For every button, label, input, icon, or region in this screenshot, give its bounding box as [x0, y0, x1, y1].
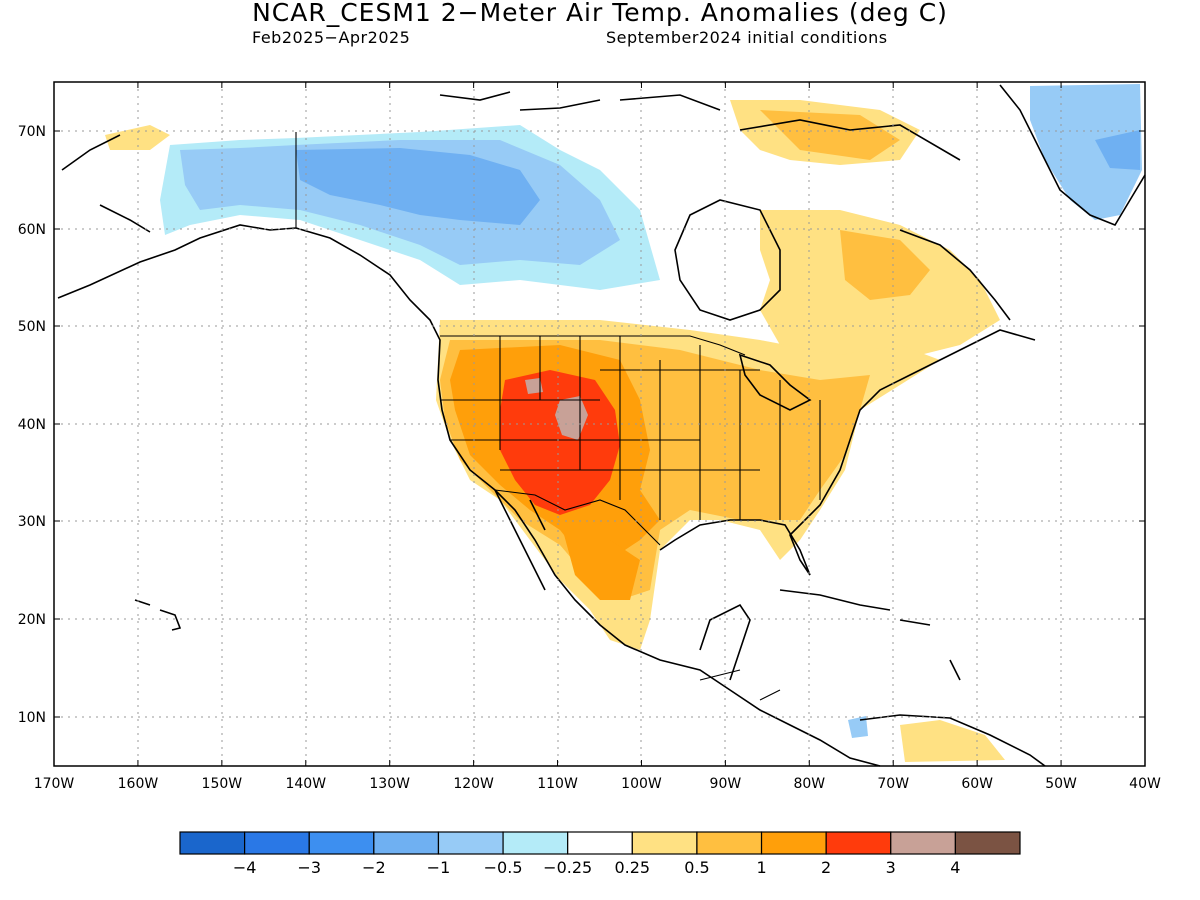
colorbar-label: 0.25 — [614, 858, 650, 877]
hudson-bay — [674, 199, 781, 321]
colorbar-swatch — [373, 831, 440, 855]
lat-label: 20N — [18, 612, 46, 628]
lon-label: 40W — [1129, 776, 1161, 792]
lon-label: 130W — [369, 776, 410, 792]
coastlines — [57, 84, 1146, 767]
colorbar-label: 1 — [756, 858, 766, 877]
colorbar-label: −4 — [233, 858, 257, 877]
latitude-axis: 70N 60N 50N 40N 30N 20N 10N — [18, 124, 1145, 726]
labrador — [899, 229, 1011, 321]
longitude-axis: 170W 160W 150W 140W 130W 120W 110W 100W 90W 80W 70… — [34, 82, 1161, 792]
anomaly-light-orange-arctic — [760, 110, 900, 160]
anomaly-orange-mexico — [560, 520, 640, 600]
lon-label: 80W — [793, 776, 825, 792]
anomaly-taupe-small — [525, 378, 543, 394]
colorbar-swatch — [890, 831, 956, 855]
colorbar-label: −3 — [297, 858, 321, 877]
colorbar-swatch — [437, 831, 504, 855]
lon-label: 120W — [453, 776, 494, 792]
baja — [494, 489, 546, 591]
forecast-period: Feb2025−Apr2025 — [252, 28, 411, 47]
colorbar: −4 −3 −2 −1 −0.5 −0.25 0.25 0.5 1 2 3 4 — [179, 831, 1021, 877]
greenland-coast — [999, 84, 1146, 226]
lon-label: 140W — [285, 776, 326, 792]
colorbar-label: −2 — [362, 858, 386, 877]
gridlines — [54, 82, 1145, 766]
colorbar-swatch — [825, 831, 892, 855]
lat-label: 40N — [18, 417, 46, 433]
arctic-islands — [439, 91, 961, 161]
initial-conditions: September2024 initial conditions — [606, 28, 888, 47]
lon-label: 60W — [961, 776, 993, 792]
lon-label: 90W — [710, 776, 742, 792]
colorbar-label: 2 — [821, 858, 831, 877]
colorbar-swatch — [631, 831, 698, 855]
lat-label: 70N — [18, 124, 46, 140]
lat-label: 10N — [18, 710, 46, 726]
colorbar-label: −0.25 — [543, 858, 592, 877]
south-america-coast — [859, 714, 1046, 767]
lon-label: 170W — [34, 776, 75, 792]
colorbar-label: −1 — [427, 858, 451, 877]
us-state-lines — [440, 336, 821, 520]
lon-label: 70W — [877, 776, 909, 792]
political-borders — [295, 132, 821, 701]
great-lakes — [738, 353, 812, 411]
anomaly-yellow-central-america — [900, 720, 1005, 762]
colorbar-swatch — [696, 831, 763, 855]
yucatan — [699, 603, 751, 681]
map-body — [53, 81, 1146, 767]
lat-label: 30N — [18, 514, 46, 530]
colorbar-swatch — [179, 831, 246, 855]
colorbar-label: 0.5 — [684, 858, 709, 877]
caribbean — [779, 589, 961, 681]
lat-label: 60N — [18, 222, 46, 238]
anomaly-shading — [105, 84, 1142, 762]
gulf-coast — [659, 329, 1036, 576]
colorbar-swatch — [760, 831, 827, 855]
colorbar-label: 4 — [950, 858, 960, 877]
colorbar-swatch — [308, 831, 375, 855]
west-coast — [295, 227, 881, 767]
colorbar-swatch — [244, 831, 310, 855]
lon-label: 110W — [537, 776, 578, 792]
map-title: NCAR_CESM1 2−Meter Air Temp. Anomalies (… — [252, 0, 948, 27]
colorbar-swatch — [567, 831, 633, 855]
greenland-mid-blue — [1095, 130, 1140, 170]
colorbar-label: 3 — [886, 858, 896, 877]
lon-label: 100W — [621, 776, 662, 792]
anomaly-light-orange-canada — [840, 230, 930, 300]
anomaly-mid-blue — [296, 148, 540, 225]
caribbean-blue — [848, 716, 868, 738]
lon-label: 160W — [118, 776, 159, 792]
anomaly-red-southwest — [500, 370, 620, 515]
us-mexico-border — [494, 489, 661, 546]
colorbar-swatch — [954, 831, 1021, 855]
colorbar-label: −0.5 — [484, 858, 523, 877]
lon-label: 150W — [202, 776, 243, 792]
us-canada-border — [440, 335, 746, 356]
mexico-central-america — [699, 669, 781, 701]
greenland-blue — [1030, 84, 1142, 220]
lat-label: 50N — [18, 319, 46, 335]
lon-label: 50W — [1045, 776, 1077, 792]
colorbar-swatch — [502, 831, 569, 855]
